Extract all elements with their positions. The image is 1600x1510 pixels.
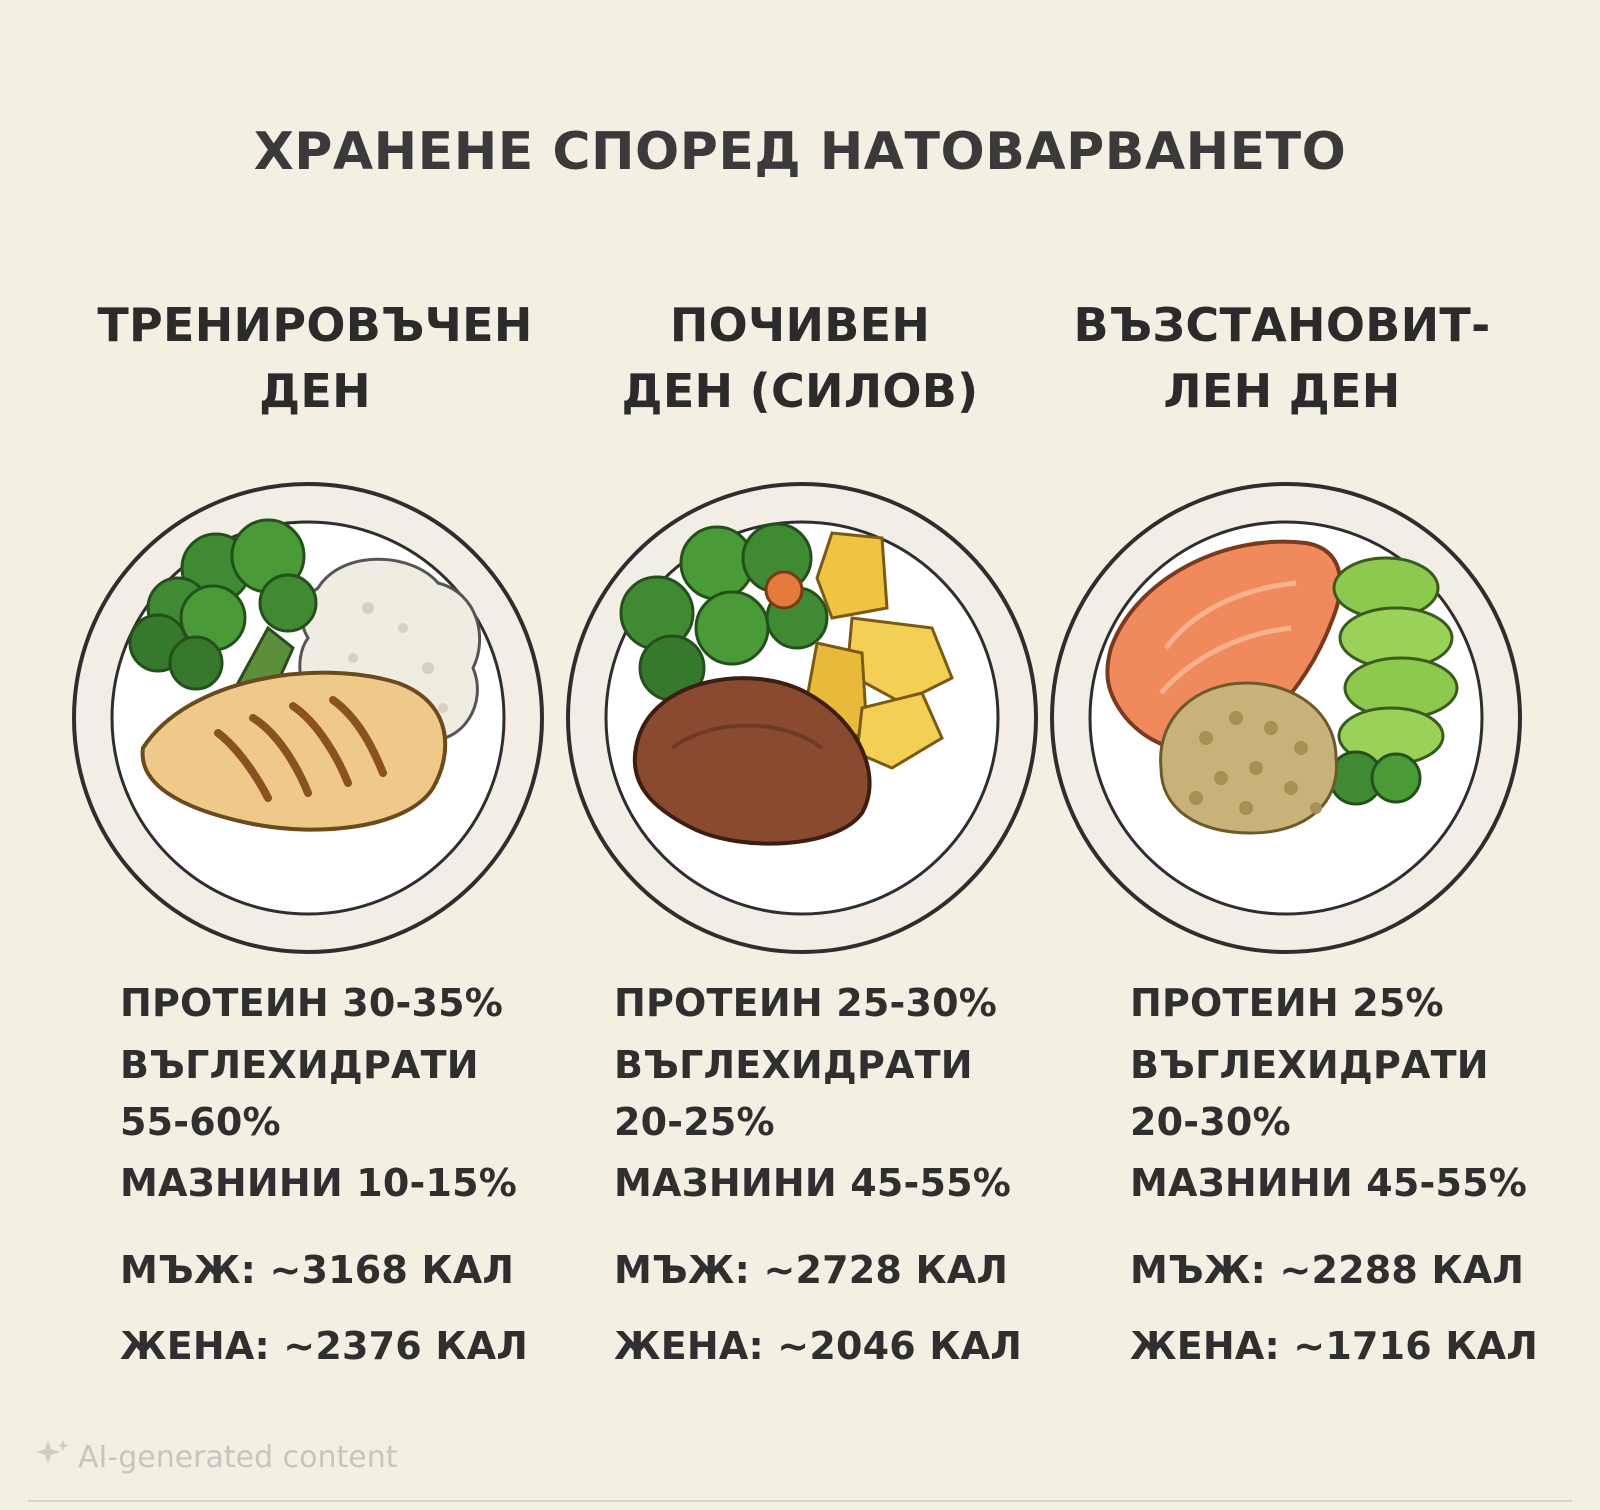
fats-value: МАЗНИНИ 45-55%: [614, 1161, 1012, 1205]
protein-value: ПРОТЕИН 25%: [1130, 981, 1444, 1025]
protein-value: ПРОТЕИН 30-35%: [120, 981, 504, 1025]
male-calories: МЪЖ: ~2728 КАЛ: [614, 1248, 1009, 1292]
avocado-icon: [1332, 556, 1459, 766]
stats-training-day: ПРОТЕИН 30-35% ВЪГЛЕХИДРАТИ 55-60% МАЗНИ…: [120, 972, 560, 1384]
plate-recovery-day: [1046, 478, 1526, 958]
female-calories: ЖЕНА: ~2376 КАЛ: [120, 1324, 528, 1368]
carrot-icon: [764, 570, 804, 610]
quinoa-icon: [1159, 681, 1338, 835]
male-calories: МЪЖ: ~2288 КАЛ: [1130, 1248, 1525, 1292]
fats-value: МАЗНИНИ 10-15%: [120, 1161, 518, 1205]
plate-rest-day: [562, 478, 1042, 958]
protein-value: ПРОТЕИН 25-30%: [614, 981, 998, 1025]
fats-value: МАЗНИНИ 45-55%: [1130, 1161, 1528, 1205]
broccoli-icon: [128, 518, 318, 695]
watermark-text: AI-generated content: [78, 1439, 398, 1475]
female-calories: ЖЕНА: ~2046 КАЛ: [614, 1324, 1022, 1368]
male-calories: МЪЖ: ~3168 КАЛ: [120, 1248, 515, 1292]
steak-icon: [632, 676, 872, 846]
carbs-value: 20-25%: [614, 1100, 775, 1144]
column-heading-rest: ПОЧИВЕН ДЕН (СИЛОВ): [621, 298, 979, 418]
carbs-value: 20-30%: [1130, 1100, 1291, 1144]
broccoli-icon: [1328, 750, 1422, 806]
stats-recovery-day: ПРОТЕИН 25% ВЪГЛЕХИДРАТИ 20-30% МАЗНИНИ …: [1130, 972, 1570, 1384]
female-calories: ЖЕНА: ~1716 КАЛ: [1130, 1324, 1538, 1368]
column-heading-recovery: ВЪЗСТАНОВИТ- ЛЕН ДЕН: [1073, 298, 1491, 418]
plate-training-day: [68, 478, 548, 958]
carbs-label: ВЪГЛЕХИДРАТИ: [614, 1043, 973, 1087]
ai-generated-watermark: AI-generated content: [36, 1438, 398, 1476]
carbs-label: ВЪГЛЕХИДРАТИ: [1130, 1043, 1489, 1087]
carbs-value: 55-60%: [120, 1100, 281, 1144]
carbs-label: ВЪГЛЕХИДРАТИ: [120, 1043, 479, 1087]
stats-rest-day: ПРОТЕИН 25-30% ВЪГЛЕХИДРАТИ 20-25% МАЗНИ…: [614, 972, 1054, 1384]
chicken-breast-icon: [140, 670, 448, 832]
page-title: ХРАНЕНЕ СПОРЕД НАТОВАРВАНЕТО: [253, 122, 1347, 182]
column-heading-training: ТРЕНИРОВЪЧЕН ДЕН: [97, 298, 533, 418]
sparkle-icon: [36, 1438, 70, 1476]
bottom-divider: [28, 1500, 1572, 1502]
